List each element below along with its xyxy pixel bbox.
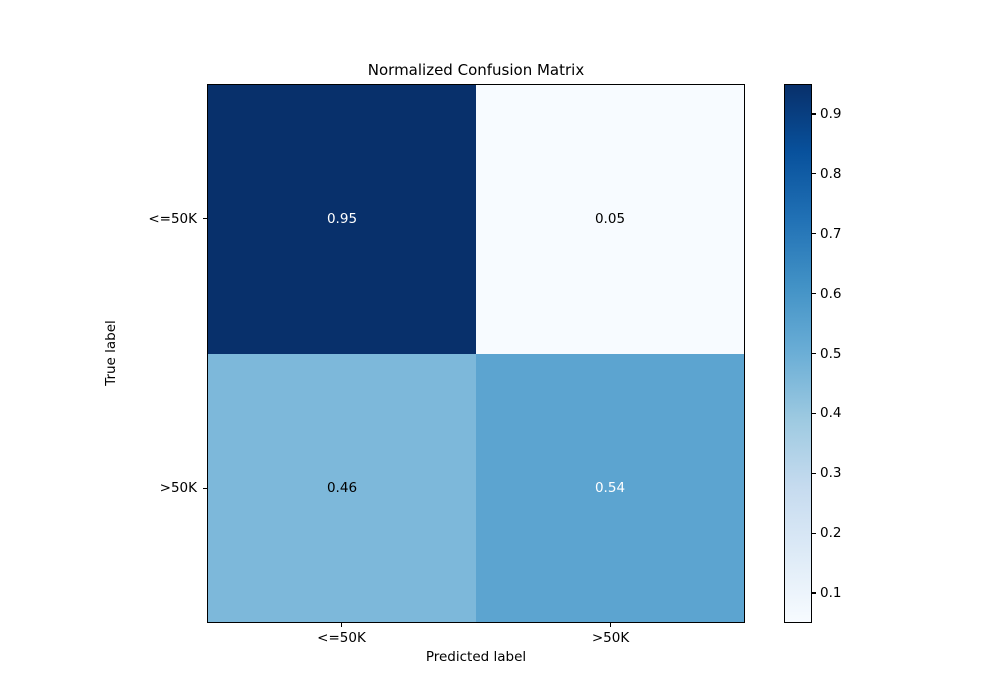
- colorbar-tick-mark: [812, 532, 816, 534]
- colorbar-tick-label: 0.6: [820, 285, 842, 302]
- heatmap-cell-1-1: 0.54: [476, 353, 744, 622]
- colorbar-tick-label: 0.3: [820, 465, 842, 482]
- colorbar-tick-mark: [812, 352, 816, 355]
- heatmap-cell-0-0: 0.95: [208, 85, 476, 354]
- chart-title: Normalized Confusion Matrix: [367, 61, 585, 79]
- x-axis-label: Predicted label: [425, 649, 527, 665]
- colorbar-tick-label: 0.8: [820, 165, 842, 182]
- colorbar-tick-label: 0.4: [820, 405, 842, 422]
- cell-value: 0.54: [594, 479, 626, 496]
- y-tick-mark: [203, 487, 207, 489]
- colorbar-tick-label: 0.2: [820, 525, 842, 542]
- colorbar-tick-mark: [812, 412, 816, 414]
- y-tick-label: <=50K: [148, 210, 197, 227]
- colorbar-tick-mark: [812, 173, 816, 175]
- colorbar-tick-mark: [812, 113, 816, 115]
- y-tick-mark: [203, 218, 207, 220]
- colorbar-tick-mark: [812, 592, 816, 594]
- colorbar-tick-mark: [812, 293, 816, 295]
- colorbar-tick-label: 0.7: [820, 225, 842, 242]
- x-tick-mark: [609, 623, 612, 627]
- colorbar-tick-mark: [812, 472, 816, 474]
- y-axis-label: True label: [103, 320, 119, 386]
- colorbar-tick-mark: [812, 233, 816, 235]
- cell-value: 0.05: [594, 211, 626, 228]
- heatmap-grid: 0.95 0.05 0.46 0.54: [208, 85, 744, 622]
- heatmap-axes: 0.95 0.05 0.46 0.54: [207, 84, 745, 623]
- y-tick-label: >50K: [159, 480, 197, 497]
- cell-value: 0.46: [326, 479, 358, 496]
- cell-value: 0.95: [326, 211, 358, 228]
- colorbar-tick-label: 0.5: [820, 345, 842, 362]
- x-tick-label: >50K: [591, 630, 630, 646]
- heatmap-cell-1-0: 0.46: [208, 353, 476, 622]
- heatmap-cell-0-1: 0.05: [476, 85, 744, 354]
- colorbar-tick-label: 0.9: [820, 105, 842, 122]
- colorbar: [784, 84, 812, 623]
- colorbar-tick-label: 0.1: [820, 585, 842, 602]
- x-tick-label: <=50K: [317, 630, 366, 646]
- x-tick-mark: [340, 623, 343, 627]
